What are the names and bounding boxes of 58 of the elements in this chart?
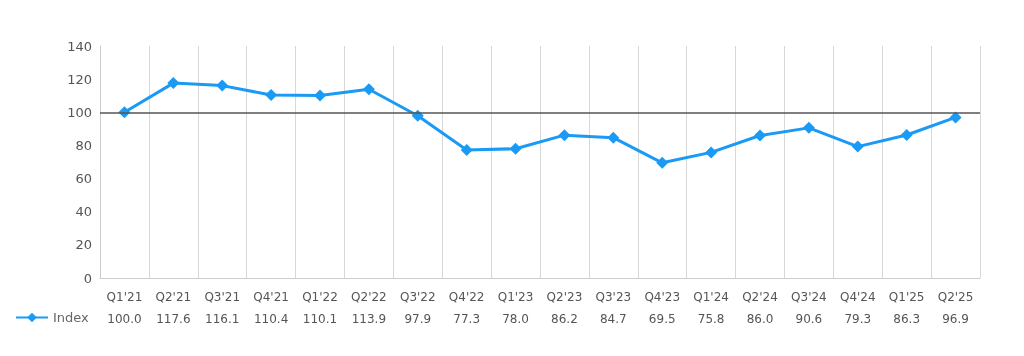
point bbox=[509, 142, 522, 155]
x-tick-label: Q3'21 bbox=[204, 290, 241, 304]
point bbox=[314, 89, 326, 102]
data-label: 100.0 bbox=[107, 312, 142, 326]
x-tick-label: Q2'23 bbox=[546, 290, 583, 304]
point bbox=[754, 129, 766, 142]
point bbox=[851, 140, 864, 153]
y-tick-label: 0 bbox=[83, 270, 92, 286]
data-label: 116.1 bbox=[205, 312, 240, 326]
y-tick-label: 140 bbox=[67, 38, 92, 54]
point bbox=[216, 79, 229, 92]
data-label: 117.6 bbox=[156, 312, 191, 326]
x-tick-label: Q4'23 bbox=[644, 290, 681, 304]
point bbox=[167, 77, 180, 90]
x-tick-label: Q4'24 bbox=[839, 290, 876, 304]
x-tick-label: Q2'22 bbox=[351, 290, 387, 304]
data-label: 86.0 bbox=[746, 312, 774, 326]
point bbox=[362, 83, 375, 96]
x-tick-label: Q4'21 bbox=[253, 290, 289, 304]
data-label: 79.3 bbox=[844, 312, 872, 326]
point bbox=[656, 156, 669, 169]
data-label: 97.9 bbox=[404, 312, 432, 326]
x-tick-label: Q1'25 bbox=[888, 290, 925, 304]
point bbox=[607, 131, 620, 144]
point bbox=[705, 146, 718, 159]
point bbox=[900, 128, 913, 141]
data-label: 90.6 bbox=[795, 312, 823, 326]
y-tick-label: 100 bbox=[67, 104, 92, 120]
x-tick-label: Q3'22 bbox=[399, 290, 436, 304]
data-label: 86.3 bbox=[893, 312, 921, 326]
data-label: 110.4 bbox=[253, 312, 289, 326]
x-tick-label: Q1'22 bbox=[302, 290, 338, 304]
point bbox=[460, 143, 473, 156]
data-label: 75.8 bbox=[697, 312, 725, 326]
y-tick-label: 60 bbox=[75, 171, 92, 187]
x-tick-label: Q2'24 bbox=[742, 290, 778, 304]
x-tick-label: Q2'21 bbox=[155, 290, 192, 304]
data-label: 78.0 bbox=[502, 312, 529, 326]
data-label: 96.9 bbox=[942, 312, 969, 326]
x-tick-label: Q1'24 bbox=[693, 290, 729, 304]
x-tick-label: Q3'23 bbox=[595, 290, 632, 304]
x-tick-label: Q2'25 bbox=[937, 290, 974, 304]
y-tick-label: 80 bbox=[75, 137, 92, 153]
data-label: 69.5 bbox=[648, 312, 676, 326]
data-label: 110.1 bbox=[302, 312, 338, 326]
x-tick-label: Q1'21 bbox=[106, 290, 143, 304]
data-label: 86.2 bbox=[551, 312, 578, 326]
y-tick-label: 120 bbox=[67, 71, 92, 87]
data-label: 77.3 bbox=[453, 312, 481, 326]
x-tick-label: Q4'22 bbox=[448, 290, 485, 304]
y-tick-label: 20 bbox=[75, 237, 92, 253]
data-label: 84.7 bbox=[599, 312, 627, 326]
point bbox=[802, 121, 815, 134]
y-tick-label: 40 bbox=[75, 204, 92, 220]
x-tick-label: Q3'24 bbox=[791, 290, 827, 304]
legend-label: Index bbox=[53, 310, 90, 325]
x-tick-label: Q1'23 bbox=[497, 290, 534, 304]
data-label: 113.9 bbox=[351, 312, 387, 326]
